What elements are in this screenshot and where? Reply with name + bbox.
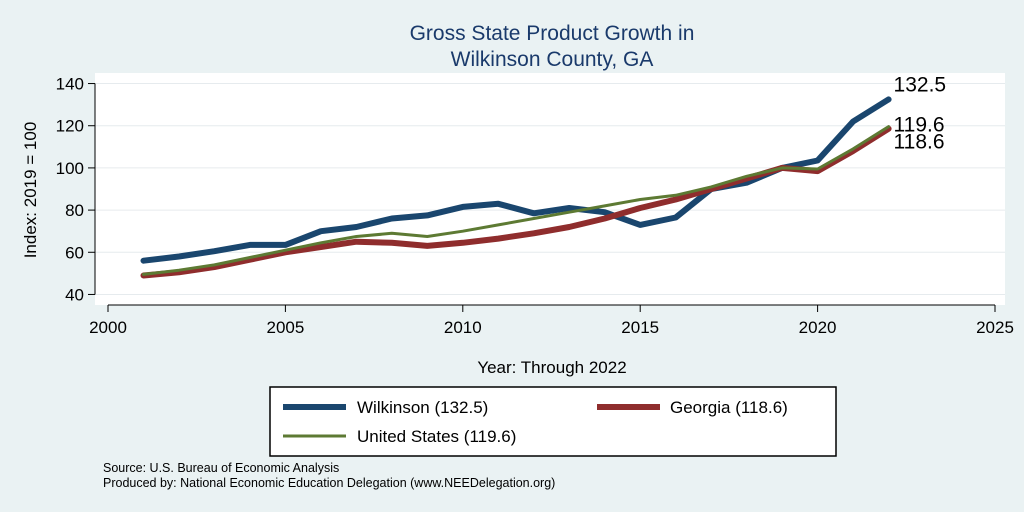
legend-label-georgia: Georgia (118.6) [670, 398, 788, 417]
end-label-georgia: 118.6 [894, 131, 945, 154]
legend-label-united-states: United States (119.6) [357, 427, 516, 446]
series-line-united-states [142, 125, 891, 276]
x-tick-label-2000: 2000 [89, 318, 127, 337]
end-label-wilkinson: 132.5 [894, 73, 947, 96]
chart-title-line-1: Gross State Product Growth in [410, 22, 695, 45]
end-label-united-states: 119.6 [894, 114, 945, 137]
legend-box [269, 386, 837, 457]
x-tick-label-2020: 2020 [799, 318, 837, 337]
chart-title-line-2: Wilkinson County, GA [451, 48, 654, 71]
y-tick-label-80: 80 [65, 201, 84, 220]
x-axis-label: Year: Through 2022 [477, 358, 626, 377]
plot-area [95, 73, 1005, 305]
y-axis-label: Index: 2019 = 100 [21, 122, 40, 259]
legend-label-wilkinson: Wilkinson (132.5) [357, 398, 488, 417]
x-tick-label-2010: 2010 [444, 318, 482, 337]
y-tick-label-40: 40 [65, 285, 84, 304]
y-tick-label-100: 100 [56, 159, 84, 178]
source-note: Source: U.S. Bureau of Economic Analysis [103, 461, 339, 475]
x-tick-label-2025: 2025 [976, 318, 1014, 337]
y-tick-label-140: 140 [56, 75, 84, 94]
x-tick-label-2005: 2005 [266, 318, 304, 337]
x-tick-label-2015: 2015 [621, 318, 659, 337]
y-tick-label-120: 120 [56, 117, 84, 136]
y-tick-label-60: 60 [65, 243, 84, 262]
produced-by-note: Produced by: National Economic Education… [103, 476, 555, 490]
